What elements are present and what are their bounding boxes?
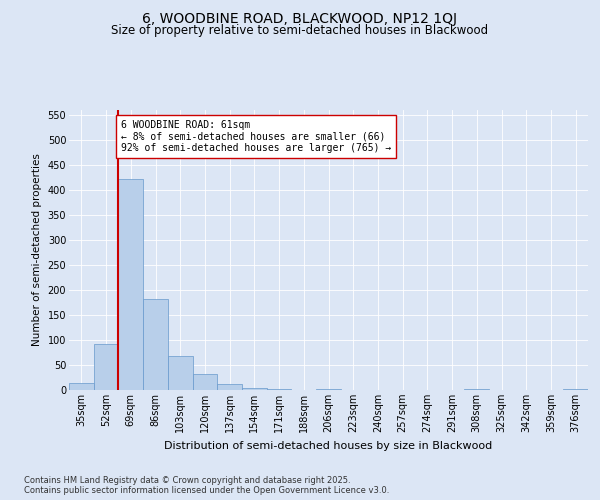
- Text: 6 WOODBINE ROAD: 61sqm
← 8% of semi-detached houses are smaller (66)
92% of semi: 6 WOODBINE ROAD: 61sqm ← 8% of semi-deta…: [121, 120, 391, 153]
- Bar: [267, 388, 292, 390]
- Bar: [118, 179, 143, 390]
- Bar: [242, 388, 267, 390]
- Bar: [69, 382, 94, 390]
- Bar: [563, 388, 588, 390]
- Bar: [168, 356, 193, 390]
- Bar: [217, 384, 242, 390]
- Y-axis label: Number of semi-detached properties: Number of semi-detached properties: [32, 154, 42, 346]
- X-axis label: Distribution of semi-detached houses by size in Blackwood: Distribution of semi-detached houses by …: [164, 440, 493, 450]
- Bar: [464, 388, 489, 390]
- Bar: [143, 298, 168, 390]
- Text: 6, WOODBINE ROAD, BLACKWOOD, NP12 1QJ: 6, WOODBINE ROAD, BLACKWOOD, NP12 1QJ: [143, 12, 458, 26]
- Text: Contains HM Land Registry data © Crown copyright and database right 2025.
Contai: Contains HM Land Registry data © Crown c…: [24, 476, 389, 495]
- Bar: [94, 344, 118, 390]
- Bar: [193, 374, 217, 390]
- Text: Size of property relative to semi-detached houses in Blackwood: Size of property relative to semi-detach…: [112, 24, 488, 37]
- Bar: [316, 388, 341, 390]
